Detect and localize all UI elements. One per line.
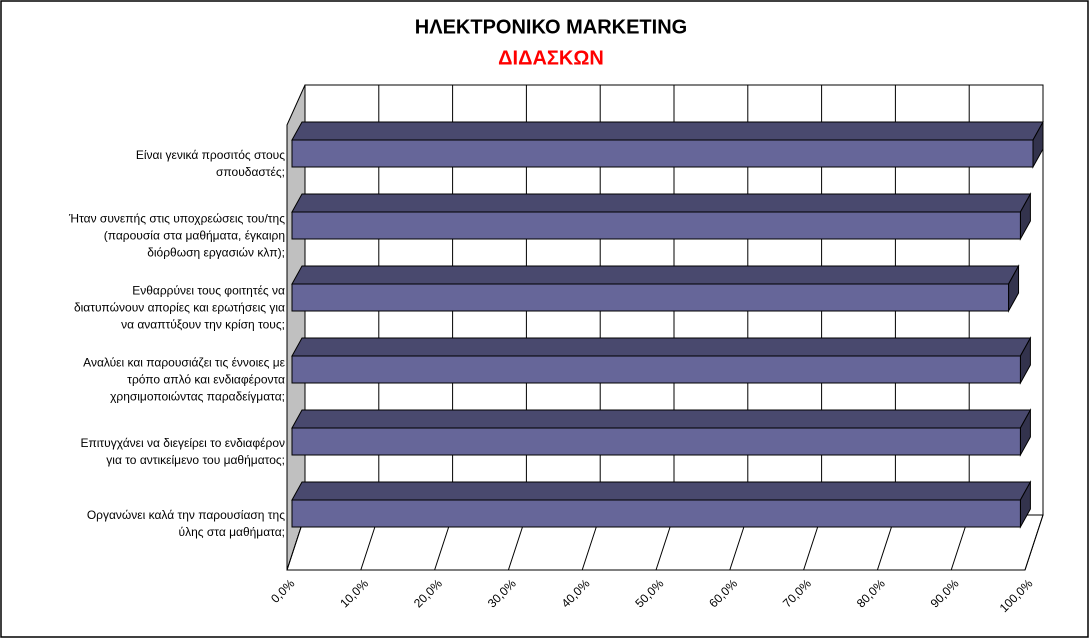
bar-top: [291, 337, 1032, 357]
bar: [291, 480, 1032, 529]
category-label: Είναι γενικά προσιτός στους σπουδαστές;: [135, 147, 285, 179]
bar-top: [291, 193, 1032, 213]
category-label: Επιτυγχάνει να διεγείρει το ενδιαφέρον γ…: [80, 435, 285, 467]
category-label: Οργανώνει καλά την παρουσίαση της ύλης σ…: [86, 507, 285, 539]
category-label: Ήταν συνεπής στις υποχρεώσεις του/της (π…: [69, 211, 285, 259]
bar-top: [291, 121, 1044, 141]
grid-line: [1024, 514, 1044, 571]
bar-front: [291, 283, 1010, 312]
bar: [291, 336, 1032, 385]
bar: [291, 264, 1020, 313]
bar-top: [291, 481, 1032, 501]
bar-top: [291, 409, 1032, 429]
bar-front: [291, 211, 1021, 240]
bar: [291, 192, 1032, 241]
chart-title: ΗΛΕΚΤΡΟΝΙΚΟ MARKETING: [415, 16, 687, 38]
bar-front: [291, 355, 1021, 384]
bar-top: [291, 265, 1020, 285]
bar: [291, 408, 1032, 457]
bar-front: [291, 427, 1021, 456]
bar-front: [291, 139, 1034, 168]
bar-front: [291, 499, 1021, 528]
category-label: Αναλύει και παρουσιάζει τις έννοιες με τ…: [83, 355, 285, 403]
chart-subtitle: ΔΙΔΑΣΚΩΝ: [498, 47, 604, 69]
bar: [291, 120, 1044, 169]
category-label: Ενθαρρύνει τους φοιτητές να διατυπώνουν …: [73, 283, 285, 331]
